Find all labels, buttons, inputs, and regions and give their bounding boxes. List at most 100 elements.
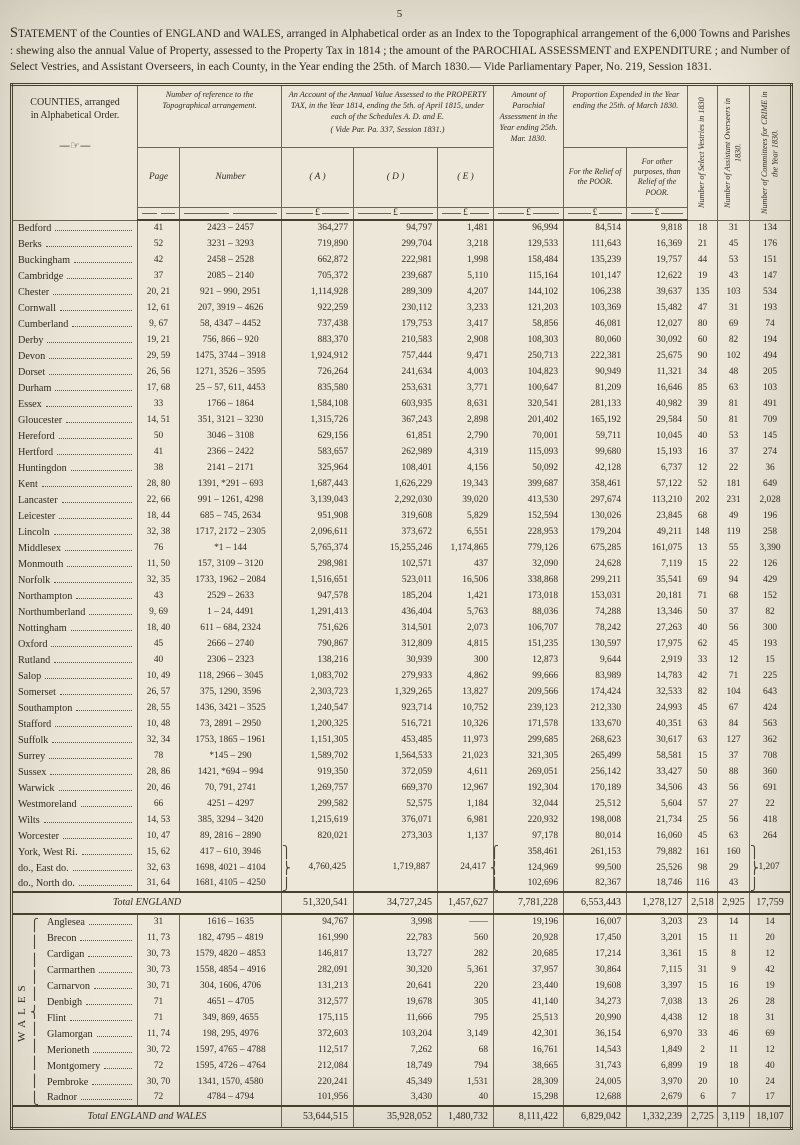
schedule-e-value: 12,967 bbox=[437, 780, 494, 797]
assistant-overseers-count: 119 bbox=[717, 524, 750, 541]
other-purposes-expenditure: 23,845 bbox=[626, 508, 688, 525]
table-row: WALES ⎧ ⎪ ⎪ ⎪ ⎪ ⎨ ⎪ ⎪ ⎪ ⎪ ⎩ Anglesea 31 1616… bbox=[11, 914, 792, 1105]
committees-count: 649 bbox=[749, 476, 792, 493]
schedule-d-value: 299,704 bbox=[353, 236, 438, 253]
schedule-a-value: 2,096,611 bbox=[281, 524, 354, 541]
county-name: Lancaster bbox=[18, 493, 135, 508]
page-ref: 50 bbox=[137, 428, 180, 445]
property-tax-citation: ( Vide Par. Pa. 337, Session 1831.) bbox=[330, 124, 445, 134]
table-row: do., East do. 32, 63 1698, 4021 – 4104 124,… bbox=[11, 860, 792, 877]
other-purposes-expenditure: 3,361 bbox=[626, 946, 688, 963]
county-cell: Somerset bbox=[11, 684, 138, 701]
assistant-overseers-count: 29 bbox=[717, 860, 750, 877]
schedule-e-value: 1,174,865 bbox=[437, 540, 494, 557]
parochial-assessment: 16,761 bbox=[493, 1042, 564, 1059]
number-ref: 4251 – 4297 bbox=[178, 796, 282, 813]
county-cell: Warwick bbox=[11, 780, 138, 797]
rule-line bbox=[182, 213, 279, 214]
county-cell: Suffolk bbox=[11, 732, 138, 749]
other-purposes-expenditure: 21,734 bbox=[626, 812, 688, 829]
table-row: Montgomery 72 1595, 4726 – 4764 212,084 18,7… bbox=[11, 1058, 792, 1075]
schedule-a-value: 719,890 bbox=[281, 236, 354, 253]
other-purposes-expenditure: 3,970 bbox=[626, 1074, 688, 1091]
schedule-a-value: 629,156 bbox=[281, 428, 354, 445]
county-name: Sussex bbox=[18, 765, 135, 780]
page-ref: 31 bbox=[137, 914, 180, 931]
schedule-a-value: 1,215,619 bbox=[281, 812, 354, 829]
schedule-d-subheader: ( D ) bbox=[353, 147, 438, 208]
county-cell: Worcester bbox=[11, 828, 138, 845]
county-cell: Dorset bbox=[11, 364, 138, 381]
number-ref: 685 – 745, 2634 bbox=[178, 508, 282, 525]
assistant-overseers-count: 16 bbox=[717, 978, 750, 995]
schedule-a-value: 1,516,651 bbox=[281, 572, 354, 589]
other-purposes-subheader: For other purposes, than Relief of the P… bbox=[626, 147, 688, 208]
table-row: Hertford 41 2366 – 2422 583,657 262,989 4,319… bbox=[11, 444, 792, 461]
county-name: Montgomery bbox=[47, 1059, 135, 1074]
county-cell: WALES ⎧ ⎪ ⎪ ⎪ ⎪ ⎨ ⎪ ⎪ ⎪ ⎪ ⎩ Anglesea bbox=[11, 914, 138, 1105]
schedule-a-subheader: ( A ) bbox=[281, 147, 354, 208]
select-vestries-count: 63 bbox=[687, 716, 718, 733]
schedule-a-value: 282,091 bbox=[281, 962, 354, 979]
committees-count: 491 bbox=[749, 396, 792, 413]
committees-count: 31 bbox=[749, 1010, 792, 1027]
select-vestries-count: 13 bbox=[687, 994, 718, 1011]
assistant-overseers-header-text: Number of Assistant Overseers in 1830. bbox=[723, 97, 743, 208]
schedule-a-value: 751,626 bbox=[281, 620, 354, 637]
other-purposes-expenditure: 20,181 bbox=[626, 588, 688, 605]
rule-line bbox=[140, 213, 177, 214]
page-ref: 72 bbox=[137, 1058, 180, 1075]
proportion-expended-header: Proportion Expended in the Year ending t… bbox=[563, 84, 688, 149]
poor-relief-expenditure: 14,543 bbox=[563, 1042, 627, 1059]
county-cell: Monmouth bbox=[11, 556, 138, 573]
assistant-overseers-count: 71 bbox=[717, 668, 750, 685]
select-vestries-count: 45 bbox=[687, 700, 718, 717]
schedule-d-value: 108,401 bbox=[353, 460, 438, 477]
county-name: Rutland bbox=[18, 653, 135, 668]
number-ref: 756, 866 – 920 bbox=[178, 332, 282, 349]
other-purposes-expenditure: 58,581 bbox=[626, 748, 688, 765]
number-subheader: Number bbox=[178, 147, 282, 208]
schedule-d-value: 279,933 bbox=[353, 668, 438, 685]
schedule-e-value: 3,771 bbox=[437, 380, 494, 397]
parochial-assessment: 70,001 bbox=[493, 428, 564, 445]
assistant-overseers-count: 3,119 bbox=[717, 1105, 750, 1129]
number-ref: 73, 2891 – 2950 bbox=[178, 716, 282, 733]
number-ref: 2666 – 2740 bbox=[178, 636, 282, 653]
table-row: Surrey 78 *145 – 290 1,589,702 1,564,533 21,0… bbox=[11, 748, 792, 765]
schedule-d-value: 319,608 bbox=[353, 508, 438, 525]
schedule-a-value: 1,269,757 bbox=[281, 780, 354, 797]
county-name: Monmouth bbox=[18, 557, 135, 572]
schedule-d-value: 19,678 bbox=[353, 994, 438, 1011]
page-ref: 76 bbox=[137, 540, 180, 557]
select-vestries-count: 15 bbox=[687, 556, 718, 573]
select-vestries-count: 52 bbox=[687, 476, 718, 493]
schedule-e-value: 21,023 bbox=[437, 748, 494, 765]
poor-relief-expenditure: 135,239 bbox=[563, 252, 627, 269]
committees-count: 24 bbox=[749, 1074, 792, 1091]
schedule-e-value: 1,480,732 bbox=[437, 1105, 494, 1129]
parochial-assessment: 144,102 bbox=[493, 284, 564, 301]
number-ref: 25 – 57, 611, 4453 bbox=[178, 380, 282, 397]
page-ref: 26, 57 bbox=[137, 684, 180, 701]
parochial-assessment: 97,178 bbox=[493, 828, 564, 845]
number-ref: 611 – 684, 2324 bbox=[178, 620, 282, 637]
pound-sign: £ bbox=[626, 207, 688, 222]
poor-relief-expenditure: 111,643 bbox=[563, 236, 627, 253]
schedule-a-value: ⎫ ⎬ ⎭ 4,760,425 bbox=[281, 844, 354, 893]
schedule-e-value: 1,137 bbox=[437, 828, 494, 845]
property-tax-header: An Account of the Annual Value Assessed … bbox=[281, 84, 494, 149]
county-name: Flint bbox=[47, 1011, 135, 1026]
county-name: Nottingham bbox=[18, 621, 135, 636]
assistant-overseers-count: 181 bbox=[717, 476, 750, 493]
schedule-e-value: 1,531 bbox=[437, 1074, 494, 1091]
page-ref: 11, 50 bbox=[137, 556, 180, 573]
schedule-a-value: 951,908 bbox=[281, 508, 354, 525]
other-purposes-expenditure: 14,783 bbox=[626, 668, 688, 685]
parochial-assessment: 12,873 bbox=[493, 652, 564, 669]
parochial-assessment: 50,092 bbox=[493, 460, 564, 477]
number-ref: 2141 – 2171 bbox=[178, 460, 282, 477]
assistant-overseers-count: 37 bbox=[717, 748, 750, 765]
schedule-d-value: 230,112 bbox=[353, 300, 438, 317]
assistant-overseers-count: 81 bbox=[717, 396, 750, 413]
